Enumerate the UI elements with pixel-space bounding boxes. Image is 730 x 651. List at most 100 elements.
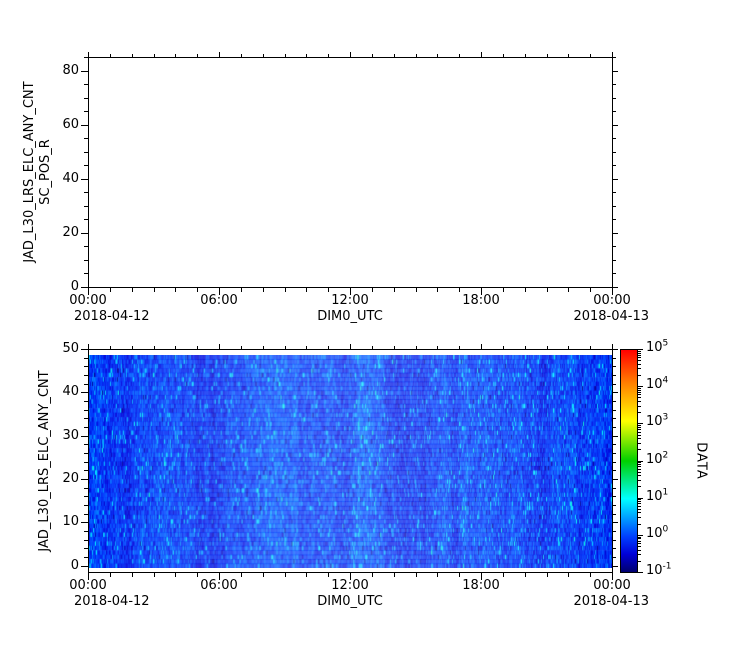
tick-mark xyxy=(638,353,641,354)
tick-mark xyxy=(154,54,155,57)
tick-mark xyxy=(437,346,438,349)
tick-mark xyxy=(175,346,176,349)
tick-mark xyxy=(110,54,111,57)
tick-mark xyxy=(638,475,641,476)
tick-mark xyxy=(638,435,641,436)
tick-mark xyxy=(459,288,460,292)
tick-mark xyxy=(613,436,618,437)
tick-mark xyxy=(84,366,88,367)
tick-mark xyxy=(613,401,616,402)
tick-mark xyxy=(613,505,616,506)
tick-mark xyxy=(613,366,616,367)
spectrogram-canvas xyxy=(89,355,612,568)
tick-mark xyxy=(547,54,548,57)
tick-mark xyxy=(459,54,460,57)
tick-mark xyxy=(638,438,641,439)
tick-mark xyxy=(638,390,641,391)
tick-mark xyxy=(81,479,88,480)
x-tick-label: 18:00 xyxy=(462,293,500,308)
tick-mark xyxy=(84,273,88,274)
tick-mark xyxy=(219,288,220,295)
tick-mark xyxy=(110,573,111,577)
y-tick-label: 20 xyxy=(62,471,79,486)
tick-mark xyxy=(547,288,548,292)
tick-mark xyxy=(613,470,616,471)
tick-mark xyxy=(612,573,613,580)
tick-mark xyxy=(328,573,329,577)
tick-mark xyxy=(525,54,526,57)
tick-mark xyxy=(84,401,88,402)
tick-mark xyxy=(306,54,307,57)
tick-mark xyxy=(638,461,643,462)
tick-mark xyxy=(437,573,438,577)
tick-mark xyxy=(84,470,88,471)
tick-mark xyxy=(613,57,616,58)
tick-mark xyxy=(613,418,616,419)
tick-mark xyxy=(613,540,616,541)
colorbar-tick-label: 100 xyxy=(646,525,668,541)
tick-mark xyxy=(263,54,264,57)
tick-mark xyxy=(84,418,88,419)
tick-mark xyxy=(613,410,616,411)
tick-mark xyxy=(590,346,591,349)
tick-mark xyxy=(613,479,618,480)
tick-mark xyxy=(84,427,88,428)
tick-mark xyxy=(612,344,613,349)
x-tick-label: 00:00 xyxy=(69,578,107,593)
tick-mark xyxy=(306,288,307,292)
tick-mark xyxy=(372,346,373,349)
tick-mark xyxy=(372,573,373,577)
tick-mark xyxy=(590,54,591,57)
tick-mark xyxy=(638,449,641,450)
colorbar-tick-exponent: 4 xyxy=(662,375,669,386)
colorbar-tick-label: 102 xyxy=(646,451,668,467)
x-tick-label: 18:00 xyxy=(462,578,500,593)
tick-mark xyxy=(416,573,417,577)
y-tick-label: 30 xyxy=(62,428,79,443)
tick-mark xyxy=(263,573,264,577)
tick-mark xyxy=(88,573,89,580)
tick-mark xyxy=(638,535,643,536)
tick-mark xyxy=(350,52,351,57)
tick-mark xyxy=(394,288,395,292)
tick-mark xyxy=(84,557,88,558)
tick-mark xyxy=(638,543,641,544)
x-tick-label: 12:00 xyxy=(331,578,369,593)
tick-mark xyxy=(84,358,88,359)
tick-mark xyxy=(88,52,89,57)
tick-mark xyxy=(350,573,351,580)
tick-mark xyxy=(285,288,286,292)
tick-mark xyxy=(590,288,591,292)
colorbar-tick-label: 103 xyxy=(646,413,668,429)
tick-mark xyxy=(525,288,526,292)
tick-mark xyxy=(638,443,641,444)
x-tick-label: 00:00 xyxy=(593,293,631,308)
tick-mark xyxy=(350,344,351,349)
tick-mark xyxy=(638,388,641,389)
tick-mark xyxy=(84,384,88,385)
tick-mark xyxy=(372,54,373,57)
tick-mark xyxy=(132,573,133,577)
tick-mark xyxy=(328,288,329,292)
tick-mark xyxy=(613,349,618,350)
tick-mark xyxy=(638,397,641,398)
tick-mark xyxy=(613,453,616,454)
tick-mark xyxy=(613,462,616,463)
tick-mark xyxy=(638,480,641,481)
tick-mark xyxy=(590,573,591,577)
tick-mark xyxy=(219,573,220,580)
tick-mark xyxy=(638,506,641,507)
tick-mark xyxy=(638,537,641,538)
tick-mark xyxy=(437,54,438,57)
tick-mark xyxy=(416,288,417,292)
y-tick-label: 0 xyxy=(70,558,79,573)
tick-mark xyxy=(481,52,482,57)
tick-mark xyxy=(613,206,616,207)
tick-mark xyxy=(638,464,641,465)
tick-mark xyxy=(481,573,482,580)
tick-mark xyxy=(613,98,616,99)
tick-mark xyxy=(416,346,417,349)
bottom-end-date-label: 2018-04-13 xyxy=(573,594,649,609)
tick-mark xyxy=(481,344,482,349)
tick-mark xyxy=(613,548,616,549)
